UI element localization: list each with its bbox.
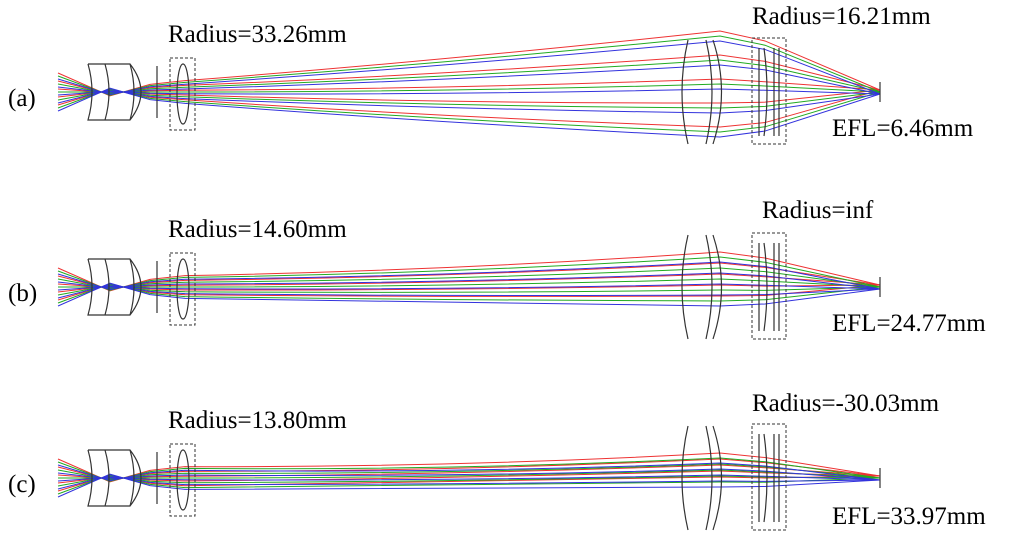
ray (57, 251, 881, 292)
ray (57, 267, 881, 290)
ray (57, 262, 881, 290)
left-radius: Radius=33.26mm (168, 21, 347, 48)
lens (758, 433, 780, 523)
ray (57, 452, 881, 483)
ray (57, 273, 881, 289)
dashed-box (751, 37, 787, 145)
ray (57, 283, 881, 304)
dashed-box (169, 252, 196, 326)
lens (681, 234, 723, 340)
ray (57, 474, 881, 495)
ray (57, 475, 881, 490)
lens (758, 242, 780, 332)
panel-label: (c) (8, 471, 36, 498)
efl: EFL=33.97mm (832, 503, 986, 530)
ray (57, 457, 881, 482)
ray (57, 87, 881, 138)
left-radius: Radius=13.80mm (168, 407, 347, 434)
lens-group (87, 258, 142, 316)
lens-group (87, 449, 142, 507)
ray (57, 474, 881, 482)
ray (57, 470, 881, 484)
ray (57, 473, 881, 498)
ray (57, 463, 881, 481)
ray (57, 272, 881, 290)
ray (57, 88, 881, 96)
ray (57, 35, 881, 96)
ray (57, 474, 881, 492)
panel-label: (a) (8, 85, 36, 112)
ray (57, 89, 881, 104)
dashed-box (751, 232, 787, 340)
ray (57, 468, 881, 481)
ray (57, 256, 881, 291)
lens (758, 47, 780, 137)
ray (57, 78, 881, 94)
dashed-box (169, 57, 196, 131)
lens (176, 258, 190, 320)
ray (58, 83, 881, 93)
ray (57, 59, 881, 95)
lens-group (87, 63, 142, 121)
left-radius: Radius=14.60mm (168, 216, 347, 243)
ray (57, 88, 881, 128)
right-radius: Radius=inf (762, 197, 874, 224)
panel-label: (b) (8, 280, 37, 307)
ray (57, 40, 881, 96)
ray (57, 475, 881, 487)
lens (176, 63, 190, 125)
ray (57, 64, 881, 95)
ray (57, 283, 881, 301)
dashed-box (169, 443, 196, 517)
ray (57, 458, 881, 481)
ray (57, 462, 881, 482)
ray (58, 469, 881, 479)
ray (58, 278, 881, 288)
ray (57, 464, 881, 480)
ray (57, 284, 881, 293)
right-radius: Radius=16.21mm (752, 3, 931, 30)
panel: (c) Radius=13.80mm Radius=-30.03mm EFL=33.9… (8, 390, 986, 531)
dashed-box (751, 423, 787, 531)
ray (57, 54, 881, 95)
panel: (a) Radius=33.26mm Radius=16.21mm EFL=6.46m… (8, 3, 974, 145)
ray (57, 89, 881, 114)
ray (57, 283, 881, 291)
ray (57, 261, 881, 291)
lens (681, 39, 723, 145)
ray (57, 30, 881, 97)
lens (681, 425, 723, 531)
ray (57, 284, 881, 296)
ray (57, 89, 881, 109)
efl: EFL=6.46mm (832, 115, 974, 142)
ray (57, 284, 881, 299)
lens (176, 449, 190, 511)
right-radius: Radius=-30.03mm (752, 390, 940, 417)
panel: (b) Radius=14.60mm Radius=inf EFL=24.77mm (8, 197, 986, 340)
ray (57, 88, 881, 133)
efl: EFL=24.77mm (832, 310, 986, 337)
